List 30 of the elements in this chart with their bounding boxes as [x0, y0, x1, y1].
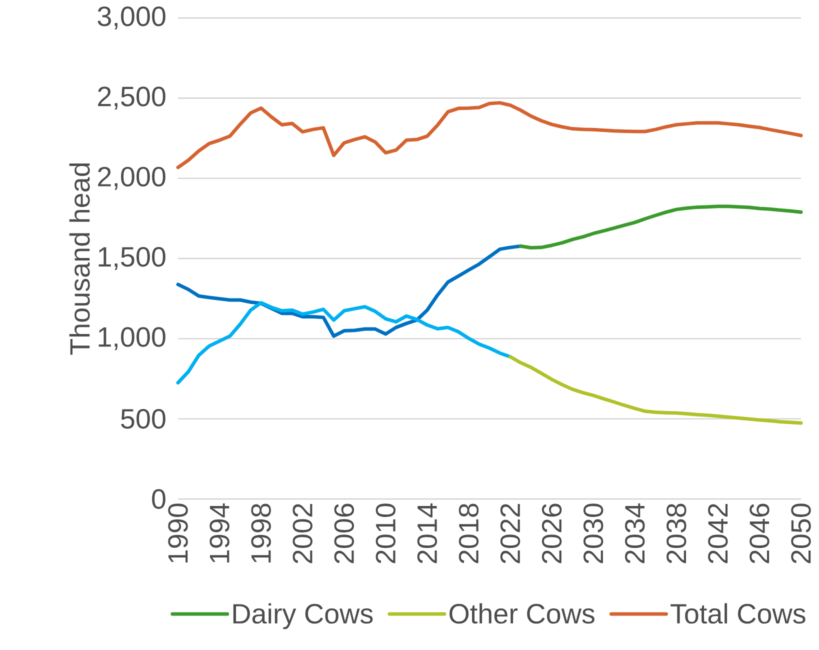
legend-label: Total Cows — [670, 603, 806, 624]
y-tick-label: 1,000 — [98, 327, 166, 350]
x-tick-label: 2034 — [625, 503, 645, 564]
y-axis-title: Thousand head — [69, 163, 90, 355]
y-tick-label: 500 — [121, 408, 166, 429]
x-tick-label: 2002 — [292, 504, 312, 564]
y-tick-label: 0 — [152, 489, 166, 509]
legend-label: Other Cows — [450, 603, 594, 624]
x-tick-label: 2014 — [417, 503, 438, 564]
x-tick-label: 2018 — [458, 504, 479, 564]
x-tick-label: 2046 — [750, 504, 770, 564]
x-tick-label: 2026 — [542, 504, 562, 564]
x-tick-label: 2010 — [376, 504, 396, 564]
y-tick-label: 3,000 — [98, 6, 166, 30]
line-series — [176, 301, 512, 385]
x-tick-label: 1990 — [168, 504, 188, 562]
x-tick-label: 2050 — [791, 504, 811, 564]
x-tick-label: 2042 — [708, 504, 728, 564]
x-tick-label: 2038 — [666, 504, 686, 564]
x-tick-label: 2006 — [334, 504, 354, 564]
x-tick-label: 1994 — [210, 503, 230, 562]
line-series — [518, 204, 803, 250]
line-series — [176, 244, 522, 338]
x-tick-label: 2030 — [583, 504, 604, 564]
y-tick-label: 2,000 — [98, 166, 166, 190]
y-tick-label: 1,500 — [98, 246, 166, 270]
legend-label: Dairy Cows — [233, 603, 373, 630]
x-tick-label: 1998 — [251, 504, 271, 562]
x-tick-label: 2022 — [500, 504, 520, 564]
y-tick-label: 2,500 — [98, 86, 166, 110]
